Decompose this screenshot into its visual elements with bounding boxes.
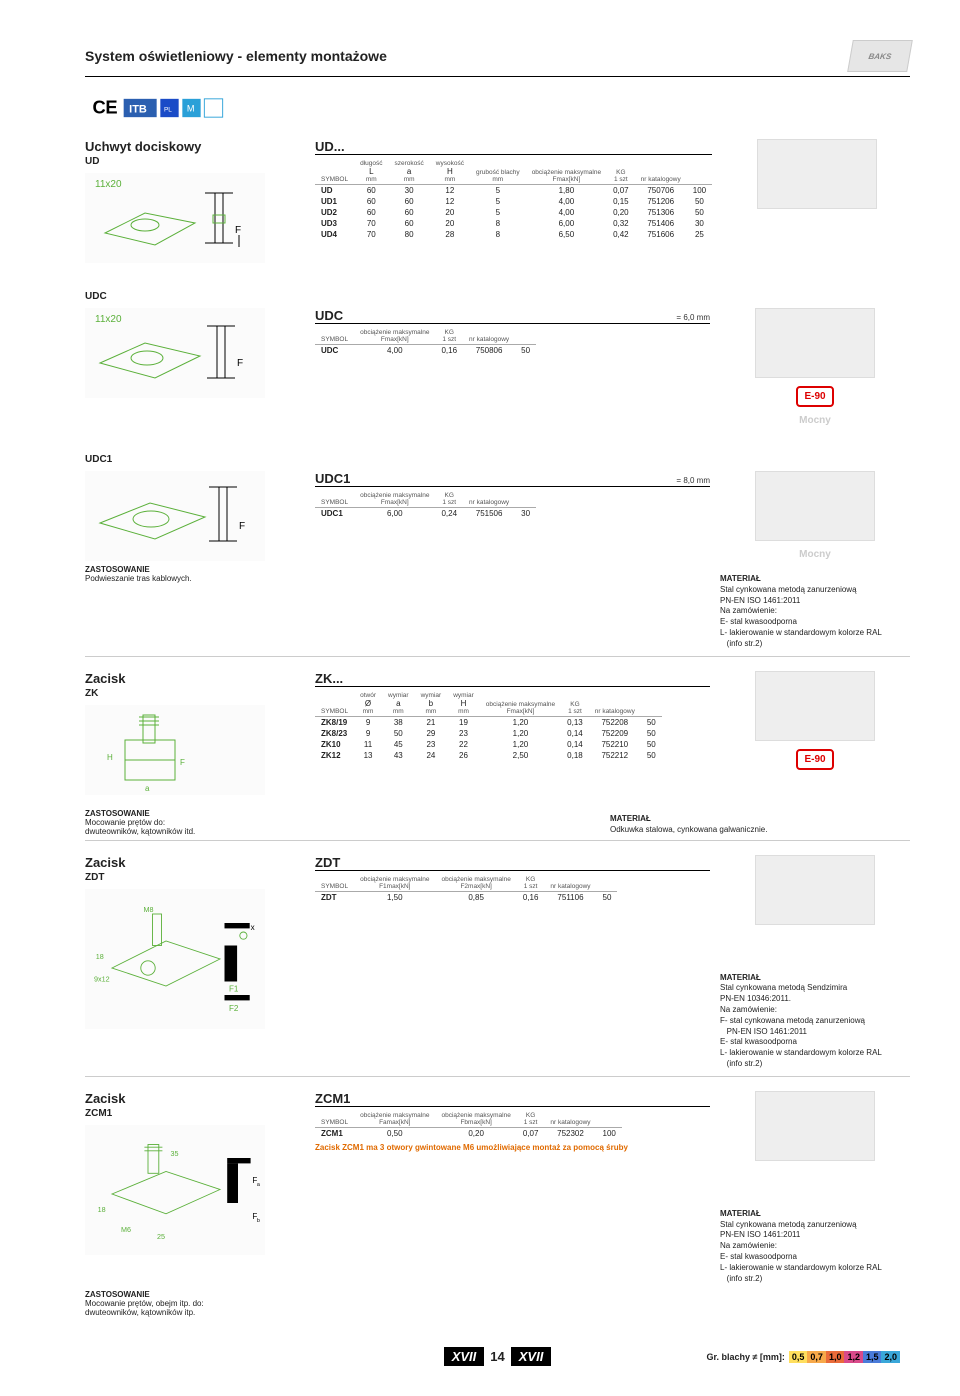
zk-material: MATERIAŁ Odkuwka stalowa, cynkowana galw… [610, 814, 910, 836]
svg-text:F: F [237, 358, 243, 369]
section-zk: Zacisk ZK H a F ZK... SYMBOLotwórØmmwymi… [85, 671, 910, 795]
svg-text:9x12: 9x12 [94, 974, 110, 983]
thickness-legend: Gr. blachy ≠ [mm]: 0,50,71,01,21,52,0 [706, 1352, 900, 1362]
udc1-table: SYMBOLobciążenie maksymalneFmax[kN]KG1 s… [315, 491, 536, 519]
zdt-table: SYMBOLobciążenie maksymalneF1max[kN]obci… [315, 875, 617, 903]
page-number: 14 [490, 1349, 504, 1364]
section-zcm1: Zacisk ZCM1 35 18 M6 25 Fa Fb ZCM1 SYMBO… [85, 1091, 910, 1285]
svg-text:11x20: 11x20 [95, 179, 122, 190]
zdt-table-title: ZDT [315, 855, 340, 870]
svg-text:C: C [93, 97, 106, 118]
zcm1-note: Zacisk ZCM1 ma 3 otwory gwintowane M6 um… [315, 1143, 710, 1152]
page-header: System oświetleniowy - elementy montażow… [85, 40, 910, 77]
ud-code: UD [85, 156, 315, 167]
udc1-material: MATERIAŁ Stal cynkowana metodą zanurzeni… [720, 574, 910, 650]
svg-text:18: 18 [98, 1205, 106, 1214]
zdt-material: MATERIAŁ Stal cynkowana metodą Sendzimir… [720, 973, 910, 1070]
baks-logo: BAKS [847, 40, 913, 72]
zk-diagram: H a F [85, 705, 265, 795]
ud-title: Uchwyt dociskowy [85, 139, 315, 154]
zcm1-zast: ZASTOSOWANIE Mocowanie prętów, obejm itp… [85, 1290, 910, 1317]
svg-text:a: a [257, 1182, 260, 1188]
cert-badges: C E ITB PL M [85, 97, 910, 121]
svg-text:18: 18 [96, 952, 104, 961]
udc-label: UDC [85, 291, 910, 302]
ud-table: SYMBOLdługośćLmmszerokośćammwysokośćHmmg… [315, 159, 712, 240]
ud-diagram: 11x20 F [85, 173, 265, 263]
zdt-diagram: M8 18 9x12 x F1 F2 [85, 889, 265, 1029]
svg-text:M8: M8 [144, 905, 154, 914]
svg-text:M6: M6 [121, 1225, 131, 1234]
svg-text:F: F [239, 521, 245, 532]
udc1-diagram: F [85, 471, 265, 561]
udc-thickness: = 6,0 mm [676, 313, 710, 322]
svg-text:25: 25 [157, 1232, 165, 1241]
svg-text:b: b [257, 1218, 260, 1224]
zk-title: Zacisk [85, 671, 315, 686]
ud-photo [757, 139, 877, 209]
mocny-icon: Mocny [799, 549, 831, 560]
mocny-icon: Mocny [799, 415, 831, 426]
svg-text:F: F [180, 758, 185, 767]
zdt-code: ZDT [85, 872, 315, 883]
e90-badge: E-90 [796, 749, 834, 770]
udc-table-title: UDC [315, 308, 343, 323]
page-footer: XVII 14 XVII Gr. blachy ≠ [mm]: 0,50,71,… [85, 1347, 910, 1366]
section-ud: Uchwyt dociskowy UD 11x20 F UD... SYMBOL… [85, 139, 910, 263]
zk-photo [755, 671, 875, 741]
section-udc1: F ZASTOSOWANIE Podwieszanie tras kablowy… [85, 471, 910, 650]
zcm1-table-title: ZCM1 [315, 1091, 350, 1106]
roman-right: XVII [511, 1347, 552, 1366]
udc-photo [755, 308, 875, 378]
svg-text:F: F [235, 225, 241, 236]
roman-left: XVII [444, 1347, 485, 1366]
svg-text:ITB: ITB [129, 104, 147, 116]
zcm1-table: SYMBOLobciążenie maksymalneFamax[kN]obci… [315, 1111, 622, 1139]
page-title: System oświetleniowy - elementy montażow… [85, 48, 387, 64]
zdt-title: Zacisk [85, 855, 315, 870]
udc1-table-title: UDC1 [315, 471, 350, 486]
svg-text:35: 35 [171, 1149, 179, 1158]
zcm1-code: ZCM1 [85, 1108, 315, 1119]
udc-table: SYMBOLobciążenie maksymalneFmax[kN]KG1 s… [315, 328, 536, 356]
ud-table-title: UD... [315, 139, 345, 154]
e90-badge: E-90 [796, 386, 834, 407]
zcm1-title: Zacisk [85, 1091, 315, 1106]
udc-diagram: 11x20 F [85, 308, 265, 398]
udc1-label: UDC1 [85, 454, 910, 465]
zk-zast: ZASTOSOWANIE Mocowanie prętów do:dwuteow… [85, 809, 195, 836]
svg-text:F2: F2 [229, 1004, 239, 1013]
zcm1-diagram: 35 18 M6 25 Fa Fb [85, 1125, 265, 1255]
svg-text:a: a [145, 784, 150, 793]
svg-text:F1: F1 [229, 984, 239, 993]
svg-text:x: x [251, 923, 255, 932]
svg-text:M: M [187, 104, 195, 114]
svg-text:E: E [105, 97, 117, 118]
udc1-photo [755, 471, 875, 541]
svg-text:H: H [107, 753, 113, 762]
svg-text:PL: PL [164, 107, 172, 114]
svg-text:11x20: 11x20 [95, 314, 122, 325]
udc1-thickness: = 8,0 mm [676, 476, 710, 485]
zk-code: ZK [85, 688, 315, 699]
zdt-photo [755, 855, 875, 925]
zcm1-material: MATERIAŁ Stal cynkowana metodą zanurzeni… [720, 1209, 910, 1285]
zk-table: SYMBOLotwórØmmwymiarammwymiarbmmwymiarHm… [315, 691, 662, 761]
udc1-zast: ZASTOSOWANIE Podwieszanie tras kablowych… [85, 565, 315, 583]
zk-table-title: ZK... [315, 671, 343, 686]
section-udc: 11x20 F UDC = 6,0 mm SYMBOLobciążenie ma… [85, 308, 910, 426]
zcm1-photo [755, 1091, 875, 1161]
section-zdt: Zacisk ZDT M8 18 9x12 x F1 F2 ZDT SYMBOL… [85, 855, 910, 1070]
